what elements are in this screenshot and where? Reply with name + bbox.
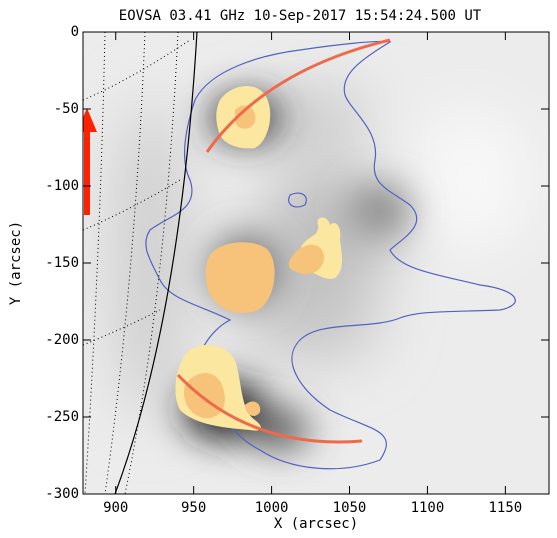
x-axis-label: X (arcsec) [274,516,358,532]
y-tick-label: -200 [45,332,79,348]
chart-title: EOVSA 03.41 GHz 10-Sep-2017 15:54:24.500… [119,8,482,24]
image-layer [83,32,549,494]
sources [175,85,343,431]
x-tick-label: 950 [181,500,206,516]
x-tick-label: 1050 [333,500,367,516]
x-tick-label: 1100 [411,500,445,516]
x-tick-label: 1000 [255,500,289,516]
y-tick-label: 0 [71,24,79,40]
grid-lines [83,32,191,494]
x-tick-label: 1150 [489,500,523,516]
arrow [83,108,97,215]
y-tick-label: -50 [54,101,79,117]
x-tick-label: 900 [103,500,128,516]
y-tick-label: -250 [45,409,79,425]
y-tick-label: -300 [45,486,79,502]
loop [205,38,391,153]
y-tick-label: -150 [45,255,79,271]
loop [176,373,363,444]
y-axis-label: Y (arcsec) [8,221,24,305]
contour [145,40,516,470]
limb [114,32,198,494]
y-tick-label: -100 [45,178,79,194]
